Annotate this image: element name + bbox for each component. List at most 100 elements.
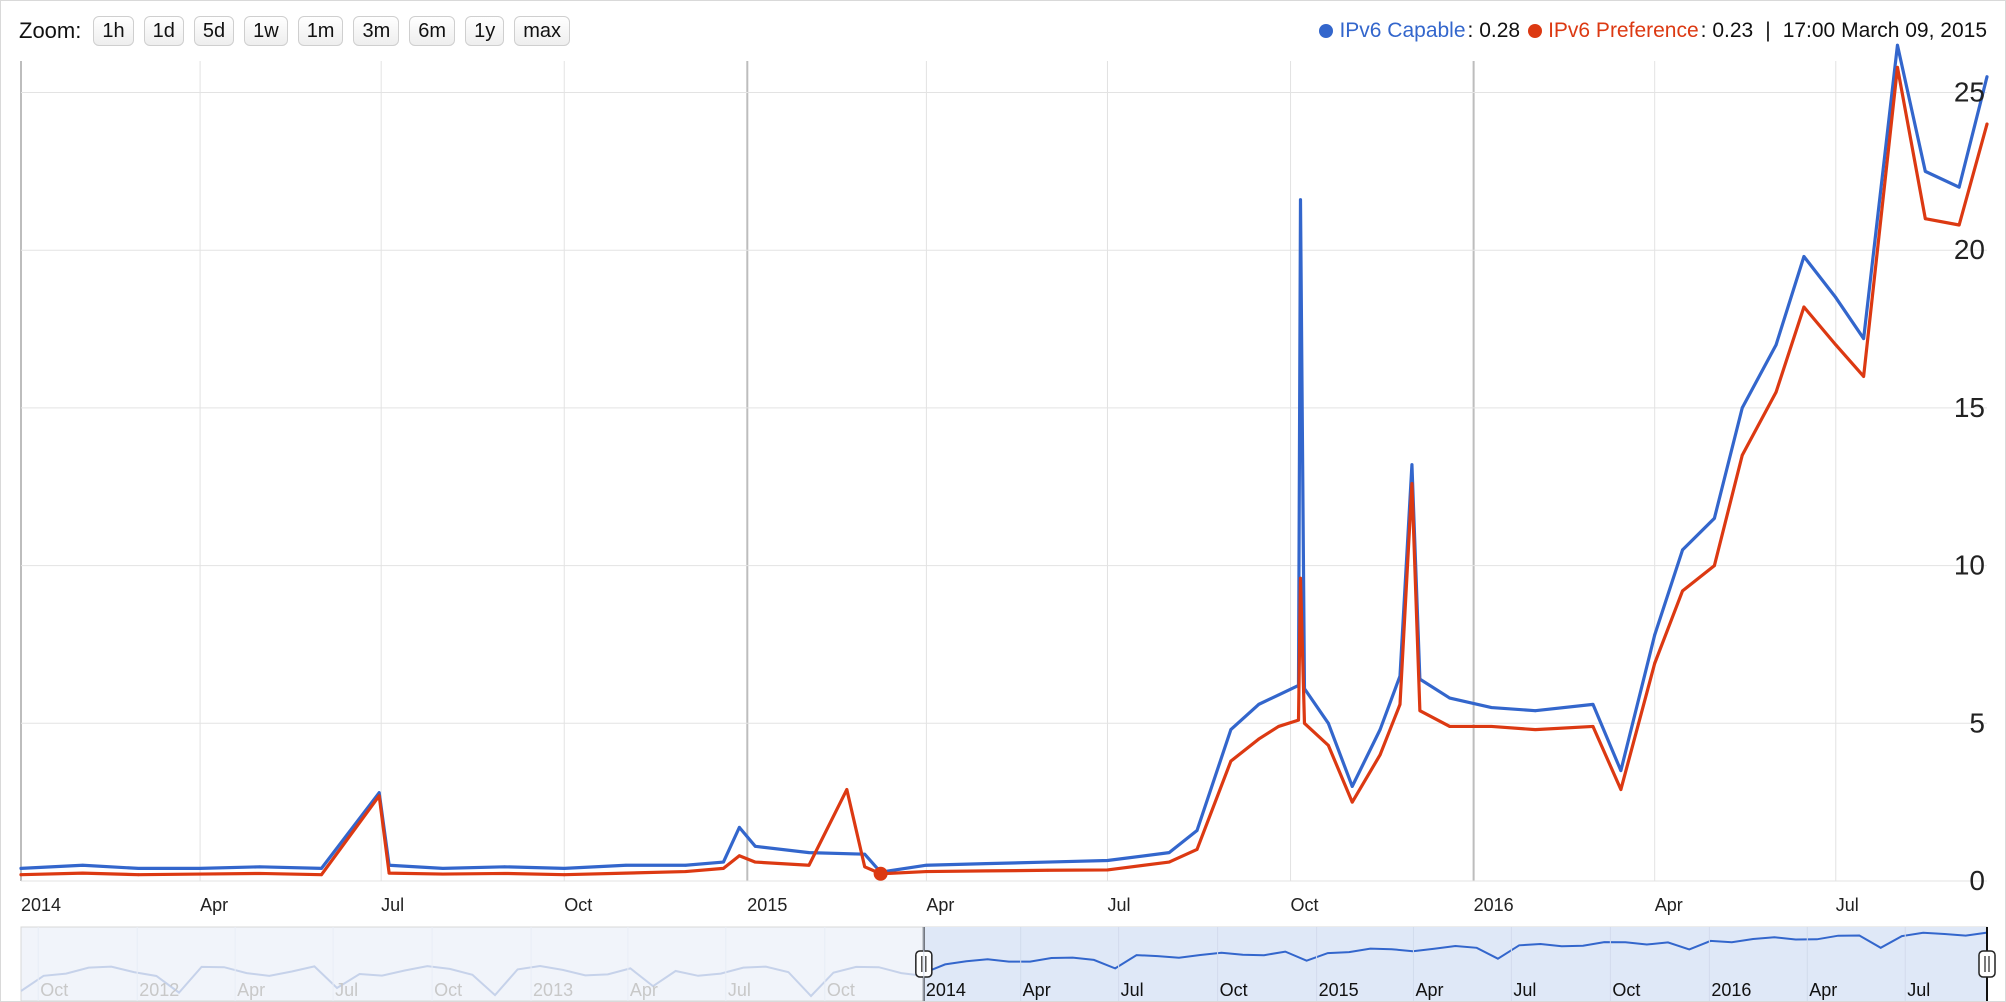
- point-ipv6-capable: [137, 866, 140, 870]
- navigator-tick-label: Jul: [1513, 980, 1536, 1000]
- point-ipv6-capable: [737, 825, 741, 829]
- point-ipv6-capable: [320, 866, 323, 870]
- point-ipv6-preference: [387, 871, 391, 875]
- point-ipv6-preference: [1957, 223, 1961, 227]
- point-ipv6-preference: [1167, 860, 1171, 864]
- navigator-tick-label: Jul: [1121, 980, 1144, 1000]
- point-ipv6-capable: [81, 863, 85, 867]
- point-ipv6-capable: [1896, 43, 1899, 47]
- zoom-controls: Zoom: 1h 1d 5d 1w 1m 3m 6m 1y max: [19, 16, 570, 46]
- point-ipv6-preference: [684, 870, 688, 873]
- zoom-3m-button[interactable]: 3m: [353, 16, 400, 46]
- point-ipv6-preference: [1985, 122, 1989, 126]
- point-ipv6-preference: [1802, 305, 1806, 309]
- point-ipv6-preference: [503, 872, 506, 875]
- point-ipv6-preference: [845, 788, 849, 791]
- zoom-max-button[interactable]: max: [514, 16, 570, 46]
- navigator-tick-label: Jul: [728, 980, 751, 1000]
- navigator-tick-label: 2015: [1319, 980, 1359, 1000]
- navigator-tick-label: Apr: [1023, 980, 1051, 1000]
- point-ipv6-preference: [1195, 848, 1199, 851]
- zoom-1w-button[interactable]: 1w: [244, 16, 288, 46]
- point-ipv6-capable: [562, 866, 566, 870]
- y-tick-label: 25: [1954, 77, 1985, 108]
- zoom-1h-button[interactable]: 1h: [93, 16, 134, 46]
- point-ipv6-capable: [1378, 728, 1382, 732]
- point-ipv6-preference: [1774, 390, 1778, 394]
- point-ipv6-capable: [1862, 337, 1866, 340]
- zoom-5d-button[interactable]: 5d: [193, 16, 235, 46]
- point-ipv6-capable: [1299, 198, 1302, 202]
- zoom-1m-button[interactable]: 1m: [297, 16, 344, 46]
- point-ipv6-preference: [562, 873, 566, 877]
- navigator-tick-label: Apr: [237, 980, 265, 1000]
- vertical-grid: [20, 61, 1837, 881]
- plot-area: [21, 61, 1987, 881]
- x-tick-label: Apr: [200, 895, 228, 915]
- point-ipv6-preference: [320, 873, 323, 877]
- navigator-right-handle[interactable]: [1978, 927, 1996, 1001]
- point-ipv6-preference: [1418, 709, 1422, 713]
- point-ipv6-preference: [1681, 589, 1684, 593]
- point-ipv6-preference: [1229, 759, 1233, 763]
- series-lines: [19, 43, 1989, 881]
- point-ipv6-preference: [1834, 343, 1838, 347]
- x-tick-label: 2014: [21, 895, 61, 915]
- y-tick-label: 20: [1954, 234, 1985, 265]
- point-ipv6-preference: [1299, 576, 1302, 580]
- point-ipv6-capable: [1167, 851, 1171, 855]
- point-ipv6-preference: [377, 794, 381, 798]
- point-ipv6-preference: [258, 872, 262, 875]
- point-ipv6-capable: [924, 863, 928, 867]
- point-ipv6-capable: [1740, 406, 1744, 410]
- point-ipv6-preference: [1303, 721, 1306, 725]
- zoom-1y-button[interactable]: 1y: [465, 16, 505, 46]
- navigator-tick-label: Apr: [1415, 980, 1443, 1000]
- point-ipv6-capable: [1591, 702, 1595, 706]
- point-ipv6-capable: [198, 866, 202, 870]
- point-ipv6-capable: [1923, 169, 1927, 173]
- point-ipv6-preference: [1257, 737, 1261, 741]
- hover-marker: [873, 866, 888, 881]
- point-ipv6-preference: [753, 860, 757, 864]
- point-ipv6-preference: [924, 870, 928, 873]
- point-ipv6-preference: [1297, 718, 1300, 722]
- navigator-active-line: [923, 931, 1988, 974]
- x-tick-label: Oct: [564, 895, 592, 915]
- point-ipv6-preference: [1378, 753, 1382, 757]
- point-ipv6-capable: [1533, 709, 1537, 713]
- navigator-tick-label: Apr: [1809, 980, 1837, 1000]
- point-ipv6-capable: [503, 865, 506, 869]
- zoom-6m-button[interactable]: 6m: [409, 16, 456, 46]
- y-tick-label: 15: [1954, 392, 1985, 423]
- point-ipv6-capable: [684, 863, 688, 867]
- point-ipv6-capable: [1712, 516, 1716, 520]
- point-ipv6-preference: [1619, 788, 1623, 791]
- point-ipv6-capable: [984, 862, 988, 866]
- navigator-tick-label: 2013: [533, 980, 573, 1000]
- x-axis-labels: 2014 Apr Jul Oct 2015 Apr Jul Oct 2016 Apr Jul: [21, 895, 1859, 915]
- point-ipv6-capable: [1195, 829, 1199, 832]
- point-ipv6-preference: [984, 869, 988, 873]
- point-ipv6-preference: [1653, 661, 1657, 665]
- range-navigator[interactable]: Oct 2012 Apr Jul Oct 2013 Apr Jul Oct 2014 Apr Jul O…: [20, 926, 1996, 1001]
- navigator-tick-label: Jul: [335, 980, 358, 1000]
- x-tick-label: Jul: [1836, 895, 1859, 915]
- zoom-1d-button[interactable]: 1d: [143, 16, 184, 46]
- point-ipv6-preference: [1712, 564, 1716, 568]
- x-tick-label: Apr: [1655, 895, 1683, 915]
- point-ipv6-capable: [1619, 769, 1623, 773]
- point-ipv6-capable: [807, 851, 811, 855]
- point-ipv6-preference: [1740, 453, 1744, 457]
- point-ipv6-preference: [19, 873, 23, 877]
- point-ipv6-preference: [1398, 702, 1402, 706]
- point-ipv6-preference: [1448, 725, 1452, 728]
- navigator-tick-label: Oct: [827, 980, 855, 1000]
- point-ipv6-preference: [1591, 725, 1595, 728]
- y-tick-label: 10: [1954, 550, 1985, 581]
- point-ipv6-preference: [1410, 482, 1414, 486]
- point-ipv6-capable: [1490, 706, 1493, 709]
- point-ipv6-capable: [1957, 185, 1961, 189]
